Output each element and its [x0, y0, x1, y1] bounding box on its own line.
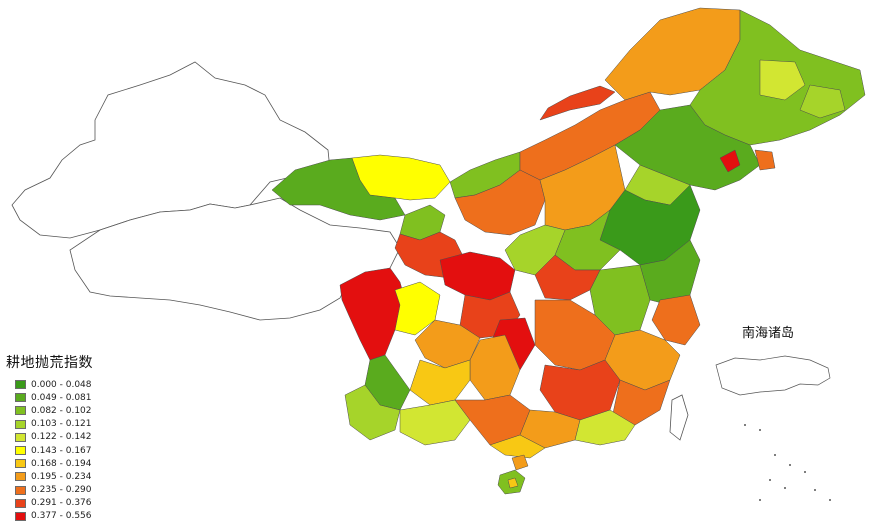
south-china-sea-inset: [712, 346, 868, 511]
legend-label: 0.195 - 0.234: [31, 471, 92, 482]
legend-swatch: [15, 393, 26, 403]
inset-title: 南海诸岛: [742, 326, 795, 341]
no-data-region: [11, 61, 401, 321]
legend-label: 0.049 - 0.081: [31, 392, 92, 403]
legend-item: 0.235 - 0.290: [6, 484, 156, 497]
legend-label: 0.168 - 0.194: [31, 458, 92, 469]
taiwan-island: [669, 394, 689, 441]
legend-rows: 0.000 - 0.048 0.049 - 0.081 0.082 - 0.102 0…: [6, 378, 156, 523]
map-legend: 耕地抛荒指数 0.000 - 0.048 0.049 - 0.081 0.082 -…: [6, 352, 156, 523]
legend-swatch: [15, 380, 26, 390]
legend-label: 0.122 - 0.142: [31, 432, 92, 443]
legend-swatch: [15, 459, 26, 469]
legend-item: 0.143 - 0.167: [6, 444, 156, 457]
legend-item: 0.168 - 0.194: [6, 457, 156, 470]
south-region: [344, 299, 681, 471]
legend-item: 0.377 - 0.556: [6, 510, 156, 523]
legend-label: 0.000 - 0.048: [31, 379, 92, 390]
legend-swatch: [15, 419, 26, 429]
legend-label: 0.103 - 0.121: [31, 419, 92, 430]
legend-swatch: [15, 485, 26, 495]
legend-label: 0.377 - 0.556: [31, 511, 92, 522]
legend-title: 耕地抛荒指数: [6, 355, 93, 371]
north-region: [449, 7, 866, 206]
legend-item: 0.000 - 0.048: [6, 378, 156, 391]
legend-item: 0.195 - 0.234: [6, 470, 156, 483]
inset-islands: [744, 424, 831, 501]
legend-label: 0.082 - 0.102: [31, 405, 92, 416]
legend-swatch: [15, 432, 26, 442]
legend-item: 0.291 - 0.376: [6, 497, 156, 510]
legend-item: 0.082 - 0.102: [6, 404, 156, 417]
central-east-region: [454, 144, 701, 346]
legend-item: 0.122 - 0.142: [6, 431, 156, 444]
southwest-region: [339, 231, 536, 371]
legend-label: 0.143 - 0.167: [31, 445, 92, 456]
legend-swatch: [15, 446, 26, 456]
legend-item: 0.049 - 0.081: [6, 391, 156, 404]
legend-item: 0.103 - 0.121: [6, 418, 156, 431]
legend-swatch: [15, 498, 26, 508]
legend-label: 0.235 - 0.290: [31, 485, 92, 496]
hainan-island: [497, 469, 526, 495]
legend-swatch: [15, 406, 26, 416]
legend-swatch: [15, 472, 26, 482]
legend-label: 0.291 - 0.376: [31, 498, 92, 509]
inset-coastline: [715, 355, 831, 396]
legend-swatch: [15, 511, 26, 521]
